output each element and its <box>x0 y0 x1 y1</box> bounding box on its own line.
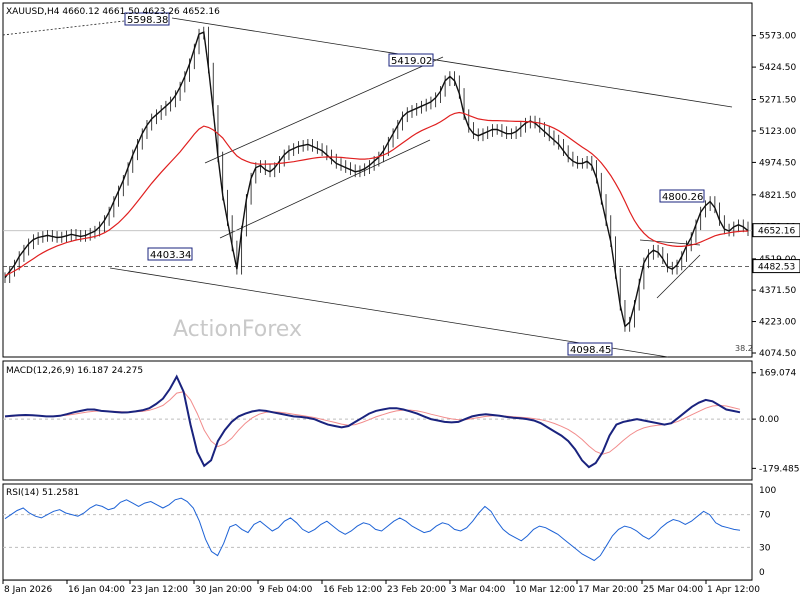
signal-line <box>5 392 740 455</box>
symbol-header: XAUUSD,H4 4660.12 4661.50 4623.26 4652.1… <box>6 7 220 17</box>
time-tick-label: 17 Mar 20:00 <box>578 585 638 595</box>
price-tick-label: 5424.50 <box>759 63 796 73</box>
upper-channel-line <box>172 18 732 107</box>
macd-tick-label: 0.00 <box>759 415 779 425</box>
time-tick-label: 10 Mar 12:00 <box>515 585 575 595</box>
low-annotation-label: 4098.45 <box>570 345 611 356</box>
rsi-title: RSI(14) 51.2581 <box>6 488 79 498</box>
time-tick-label: 8 Jan 2026 <box>4 585 52 595</box>
time-tick-label: 23 Jan 12:00 <box>131 585 188 595</box>
swing-low-annotation-label: 4403.34 <box>150 250 191 261</box>
price-tick-label: 4974.50 <box>759 158 796 168</box>
rsi-line <box>5 498 740 560</box>
price-tick-label: 5573.00 <box>759 32 796 42</box>
rising-channel-lower <box>220 140 430 238</box>
macd-line <box>5 377 740 468</box>
macd-tick-label: 169.074 <box>759 369 796 379</box>
swing-high-annotation-label: 5419.02 <box>391 56 432 67</box>
rsi-tick-label: 100 <box>759 486 776 496</box>
time-tick-label: 1 Apr 12:00 <box>707 585 760 595</box>
rsi-tick-label: 0 <box>759 568 765 578</box>
time-tick-label: 9 Feb 04:00 <box>259 585 313 595</box>
fib-level-label: 38.2 <box>735 344 753 353</box>
time-tick-label: 25 Mar 04:00 <box>643 585 703 595</box>
price-series-line <box>5 32 748 326</box>
time-tick-label: 30 Jan 20:00 <box>195 585 252 595</box>
macd-tick-label: -179.485 <box>759 464 799 474</box>
level-price-tag: 4482.53 <box>758 263 795 273</box>
price-tick-label: 4074.50 <box>759 349 796 359</box>
time-tick-label: 23 Feb 20:00 <box>387 585 446 595</box>
price-tick-label: 4371.50 <box>759 286 796 296</box>
price-tick-label: 4821.50 <box>759 191 796 201</box>
price-tick-label: 5271.50 <box>759 96 796 106</box>
recent-high-annotation-label: 4800.26 <box>662 192 703 203</box>
rsi-panel-frame <box>3 484 752 580</box>
time-tick-label: 3 Mar 04:00 <box>451 585 506 595</box>
time-tick-label: 16 Jan 04:00 <box>68 585 125 595</box>
price-tick-label: 4223.00 <box>759 318 796 328</box>
rsi-tick-label: 30 <box>759 543 771 553</box>
rsi-tick-label: 70 <box>759 511 771 521</box>
price-panel-frame <box>3 3 752 357</box>
last-price-tag: 4652.16 <box>758 227 795 237</box>
watermark-text: ActionForex <box>173 317 302 342</box>
macd-title: MACD(12,26,9) 16.187 24.275 <box>6 366 143 376</box>
price-tick-label: 5123.00 <box>759 127 796 137</box>
time-tick-label: 16 Feb 12:00 <box>323 585 382 595</box>
